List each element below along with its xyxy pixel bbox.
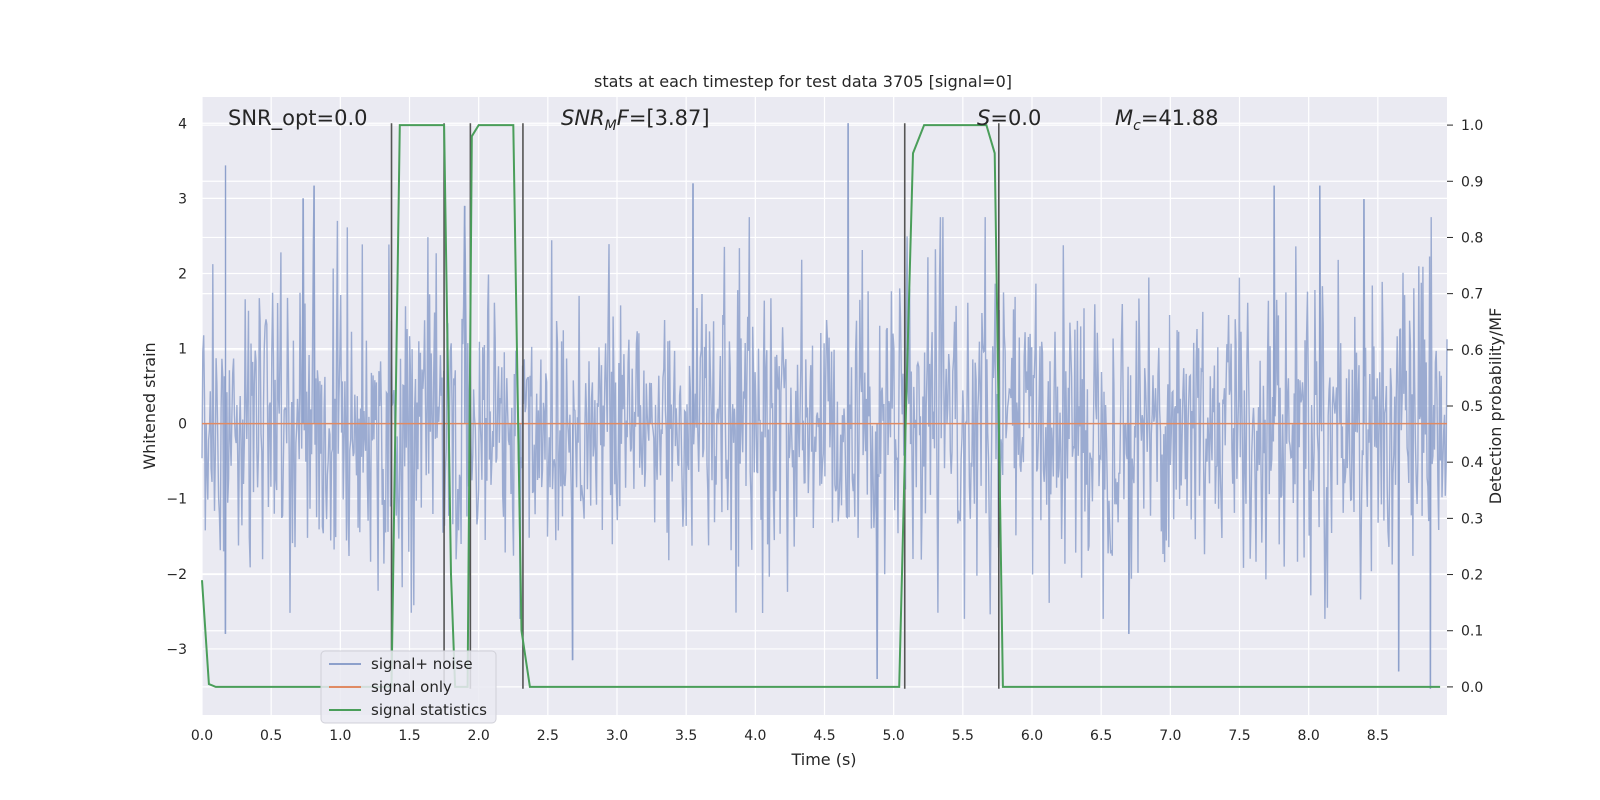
y-tick-label: 0	[178, 417, 187, 433]
x-tick-label: 1.5	[398, 728, 420, 744]
x-tick-label: 6.5	[1090, 728, 1112, 744]
y-tick-label: −2	[166, 567, 187, 583]
y2-tick-label: 0.3	[1461, 511, 1483, 527]
annotation-mc-base: M	[1115, 106, 1133, 130]
annotation-s-italic: S	[977, 106, 990, 130]
x-tick-label: 4.0	[744, 728, 766, 744]
y2-tick-label: 0.4	[1461, 455, 1483, 471]
y-tick-label: 1	[178, 342, 187, 358]
x-tick-label: 0.5	[260, 728, 282, 744]
y2-axis-label: Detection probability/MF	[1486, 308, 1505, 505]
y2-tick-label: 1.0	[1461, 118, 1483, 134]
y2-tick-label: 0.5	[1461, 399, 1483, 415]
x-tick-label: 3.0	[606, 728, 628, 744]
x-tick-label: 7.5	[1228, 728, 1250, 744]
x-axis-label: Time (s)	[790, 750, 856, 769]
x-tick-label: 6.0	[1021, 728, 1043, 744]
annotation-snr-mf-sub: M	[605, 118, 617, 134]
x-tick-label: 8.0	[1298, 728, 1320, 744]
legend-box	[320, 650, 497, 724]
annotation-snr-mf: SNRMF=[3.87]	[561, 106, 710, 134]
y-axis-label: Whitened strain	[140, 342, 159, 469]
y2-tick-label: 0.9	[1461, 174, 1483, 190]
y2-tick-label: 0.2	[1461, 568, 1483, 584]
y2-tick-label: 0.0	[1461, 680, 1483, 696]
x-tick-label: 2.5	[537, 728, 559, 744]
y-tick-label: 4	[178, 116, 187, 132]
y-tick-label: −3	[166, 642, 187, 658]
annotation-s-rest: =0.0	[990, 106, 1041, 130]
x-tick-label: 5.0	[883, 728, 905, 744]
y2-tick-label: 0.6	[1461, 343, 1483, 359]
annotation-snr-mf-value: =[3.87]	[629, 106, 710, 130]
legend-label-signal-statistics: signal statistics	[371, 701, 487, 719]
legend: signal+ noise signal only signal statist…	[320, 650, 497, 724]
y2-tick-label: 0.1	[1461, 624, 1483, 640]
y2-tick-label: 0.7	[1461, 287, 1483, 303]
x-tick-label: 2.0	[468, 728, 490, 744]
x-tick-label: 1.0	[329, 728, 351, 744]
legend-label-signal-only: signal only	[371, 678, 452, 696]
annotation-mc-sub: c	[1133, 118, 1141, 134]
y-axis-ticks: −3 −2 −1 0 1 2 3 4	[166, 116, 187, 658]
x-tick-label: 8.5	[1367, 728, 1389, 744]
x-tick-label: 7.0	[1159, 728, 1181, 744]
x-tick-label: 4.5	[813, 728, 835, 744]
chart-title: stats at each timestep for test data 370…	[594, 72, 1012, 91]
series-signal-noise	[201, 123, 1448, 689]
x-tick-label: 3.5	[675, 728, 697, 744]
line-signal-statistics	[201, 124, 1441, 688]
annotation-snr-mf-base: SNR	[561, 106, 605, 130]
annotation-mc-rest: =41.88	[1141, 106, 1219, 130]
line-signal-noise	[201, 123, 1448, 689]
y-tick-label: 3	[178, 191, 187, 207]
x-tick-label: 5.5	[952, 728, 974, 744]
legend-label-signal-noise: signal+ noise	[371, 655, 473, 673]
annotation-snr-mf-rest-a: F	[617, 106, 630, 130]
y2-axis-ticks: 0.0 0.1 0.2 0.3 0.4 0.5 0.6 0.7 0.8 0.9 1.0	[1447, 118, 1483, 696]
y2-tick-label: 0.8	[1461, 230, 1483, 246]
x-axis-ticks: 0.0 0.5 1.0 1.5 2.0 2.5 3.0 3.5 4.0 4.5 5.0 5.5 6.0 6…	[191, 728, 1389, 744]
annotation-s: S=0.0	[977, 106, 1041, 130]
series-signal-statistics	[201, 124, 1441, 688]
annotation-mc: Mc=41.88	[1115, 106, 1219, 134]
y-tick-label: −1	[166, 492, 187, 508]
annotation-snr-opt: SNR_opt=0.0	[228, 106, 368, 131]
x-tick-label: 0.0	[191, 728, 213, 744]
y-tick-label: 2	[178, 266, 187, 282]
